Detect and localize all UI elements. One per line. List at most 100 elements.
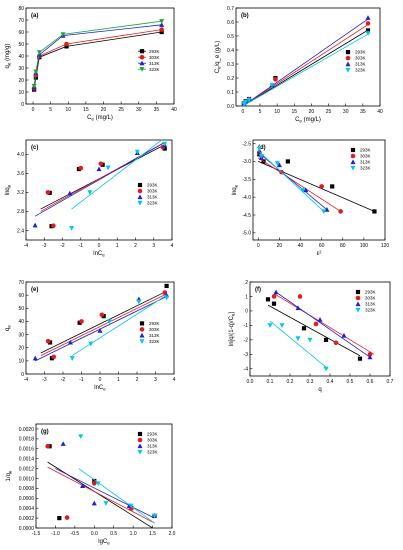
x-tick-label: -2 (61, 377, 66, 383)
panel-b: 0 5 10 15 20 25 30 35 40 0.0 0.1 0.2 0.3 0.4 0.5 0.6 0.7… (215, 6, 383, 124)
y-tick-label: 60 (18, 293, 24, 299)
plot-area (241, 15, 371, 106)
data-point (159, 22, 165, 27)
y-tick-label: 1 (245, 294, 248, 300)
y-tick-label: -3.0 (242, 159, 251, 165)
y-tick-label: 80 (18, 6, 24, 12)
x-tick-label: 0.4 (327, 379, 334, 385)
y-tick-label: 30 (18, 66, 24, 72)
x-tick-label: 100 (360, 243, 369, 249)
legend-entry: 313K (147, 444, 158, 449)
plot-area (32, 283, 170, 362)
plot-frame (252, 139, 386, 241)
data-point (265, 297, 271, 302)
y-axis-label: lnqe (232, 184, 239, 195)
x-tick-label: 80 (340, 243, 346, 249)
fit-line (242, 32, 370, 106)
series-323K (69, 294, 170, 361)
series-313K (273, 289, 373, 360)
x-tick-label: 10 (66, 107, 72, 113)
panel-label: (a) (31, 13, 38, 19)
legend-entry: 293K (360, 148, 371, 153)
y-tick-label: 3.2 (17, 190, 24, 196)
data-point (323, 337, 329, 342)
y-tick-label: -4 (244, 367, 249, 373)
y-tick-label: 10 (18, 90, 24, 96)
y-tick-label: 2 (245, 280, 248, 286)
x-axis-label: lnCe (94, 385, 106, 392)
legend-swatch (350, 153, 356, 159)
data-point (273, 77, 278, 82)
data-point (98, 161, 104, 167)
y-axis-label: qe (mg/g) (5, 44, 12, 69)
legend-entry: 323K (149, 67, 160, 72)
legend-entry: 303K (360, 154, 371, 159)
x-tick-label: 4 (173, 377, 176, 383)
y-tick-label: 0.0002 (19, 516, 35, 522)
series-323K (78, 434, 158, 524)
x-tick-label: 0.2 (287, 379, 294, 385)
y-tick-label: 0.7 (227, 6, 234, 12)
panel-label: (b) (241, 13, 249, 19)
series-313K (55, 441, 158, 519)
data-point (136, 299, 142, 305)
x-tick-label: -4 (24, 243, 29, 249)
data-point (333, 340, 339, 346)
legend-swatch (137, 437, 143, 443)
data-point (128, 503, 134, 509)
y-tick-label: 0.0008 (19, 486, 35, 492)
y-tick-label: 0.0014 (19, 456, 35, 462)
data-point (95, 481, 101, 487)
legend-swatch (139, 60, 145, 66)
legend-swatch (139, 49, 145, 54)
data-point (271, 301, 277, 306)
data-point (69, 225, 75, 231)
x-tick-label: 0.6 (367, 379, 374, 385)
data-point (96, 166, 102, 172)
y-tick-label: 0.0020 (19, 427, 35, 433)
data-point (97, 328, 103, 333)
legend-entry: 323K (360, 166, 371, 171)
data-point (159, 27, 164, 32)
y-tick-label: 40 (18, 54, 24, 60)
x-tick-label: 1 (116, 243, 119, 249)
plot-frame (25, 7, 175, 105)
series-303K (271, 293, 375, 357)
plot-area (31, 19, 165, 92)
legend-swatch (345, 50, 351, 55)
data-point (64, 44, 69, 49)
x-tick-label: 30 (343, 109, 349, 115)
data-point (45, 338, 51, 344)
data-point (57, 515, 62, 521)
x-tick-label: 20 (277, 243, 283, 249)
data-point (323, 366, 329, 372)
data-point (80, 483, 86, 489)
fit-line (275, 291, 371, 358)
data-point (32, 355, 38, 361)
y-axis-label: ln[q/(1-q)/Ce] (229, 312, 236, 347)
panel-e: -4 -3 -2 -1 0 1 2 3 4010203040506070lnCeqe(e)293… (5, 280, 176, 392)
legend-entry: 313K (149, 333, 160, 338)
y-tick-label: 0.0012 (19, 466, 35, 472)
data-point (258, 153, 264, 159)
x-tick-label: -1 (79, 243, 84, 249)
data-point (64, 41, 69, 47)
x-tick-label: 20 (309, 109, 315, 115)
x-tick-label: 2.0 (169, 531, 176, 537)
y-tick-label: 70 (18, 18, 24, 24)
data-point (152, 513, 158, 519)
data-point (269, 82, 275, 88)
data-point (87, 190, 93, 195)
data-point (246, 97, 252, 103)
x-tick-label: 0 (32, 107, 35, 113)
y-tick-label: 70 (18, 280, 24, 286)
legend-swatch (345, 61, 351, 67)
y-tick-label: 0 (21, 102, 24, 108)
data-point (295, 305, 301, 311)
data-point (307, 337, 313, 343)
legend-swatch (355, 289, 361, 295)
legend-swatch (350, 147, 356, 153)
fit-line (258, 152, 328, 210)
legend-swatch (355, 307, 361, 313)
